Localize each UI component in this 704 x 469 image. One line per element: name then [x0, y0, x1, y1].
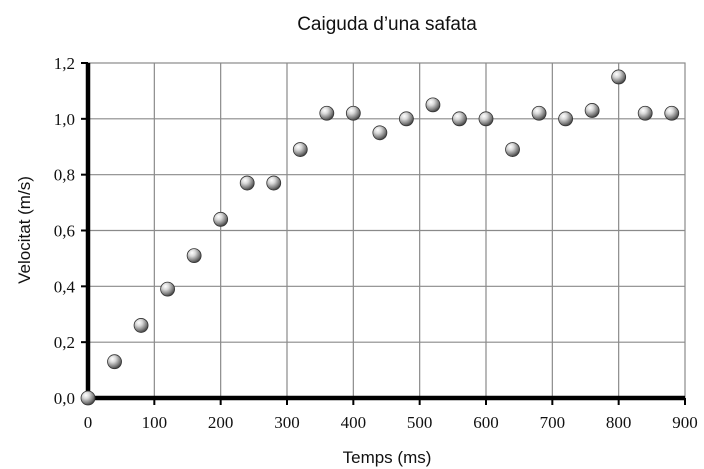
y-axis-label: Velocitat (m/s) [15, 176, 34, 284]
data-point [80, 390, 96, 406]
y-tick-label: 0,0 [54, 389, 75, 408]
data-point [107, 354, 122, 370]
chart-title: Caiguda d’una safata [297, 14, 477, 35]
data-point [186, 248, 202, 264]
x-tick-label: 100 [142, 413, 168, 432]
grid [87, 62, 686, 399]
data-point [664, 105, 680, 121]
x-tick-label: 800 [606, 413, 632, 432]
data-point [319, 105, 335, 121]
data-point [425, 97, 441, 113]
y-tick-label: 0,8 [54, 166, 75, 185]
axes [81, 62, 686, 405]
data-point [637, 105, 653, 121]
x-tick-label: 400 [341, 413, 367, 432]
data-point [478, 111, 494, 127]
y-tick-label: 0,6 [54, 222, 75, 241]
y-tick-label: 1,0 [54, 110, 75, 129]
x-tick-label: 900 [672, 413, 698, 432]
y-tick-label: 0,2 [54, 333, 75, 352]
data-point [292, 142, 308, 157]
x-tick-label: 600 [473, 413, 499, 432]
data-point [160, 281, 176, 297]
data-points [80, 69, 680, 406]
data-point [531, 105, 547, 121]
x-tick-label: 0 [84, 413, 93, 432]
data-point [505, 142, 520, 157]
x-tick-label: 700 [540, 413, 566, 432]
data-point [452, 111, 467, 127]
x-tick-label: 200 [208, 413, 234, 432]
data-point [133, 318, 149, 333]
data-point [611, 69, 627, 85]
y-tick-label: 0,4 [54, 277, 76, 296]
data-point [398, 111, 414, 127]
y-tick-label: 1,2 [54, 54, 75, 73]
data-point [213, 211, 229, 227]
data-point [266, 175, 282, 191]
data-point [239, 175, 255, 191]
x-tick-label: 300 [274, 413, 300, 432]
x-axis-label: Temps (ms) [343, 448, 432, 467]
data-point [558, 111, 573, 127]
tick-labels: 0 100 200 300 400 500 600 700 800 900 0,0 0,2 0,4 0,6… [54, 54, 698, 432]
x-tick-label: 500 [407, 413, 433, 432]
data-point [584, 103, 600, 118]
data-point [345, 105, 361, 121]
data-point [372, 125, 388, 141]
